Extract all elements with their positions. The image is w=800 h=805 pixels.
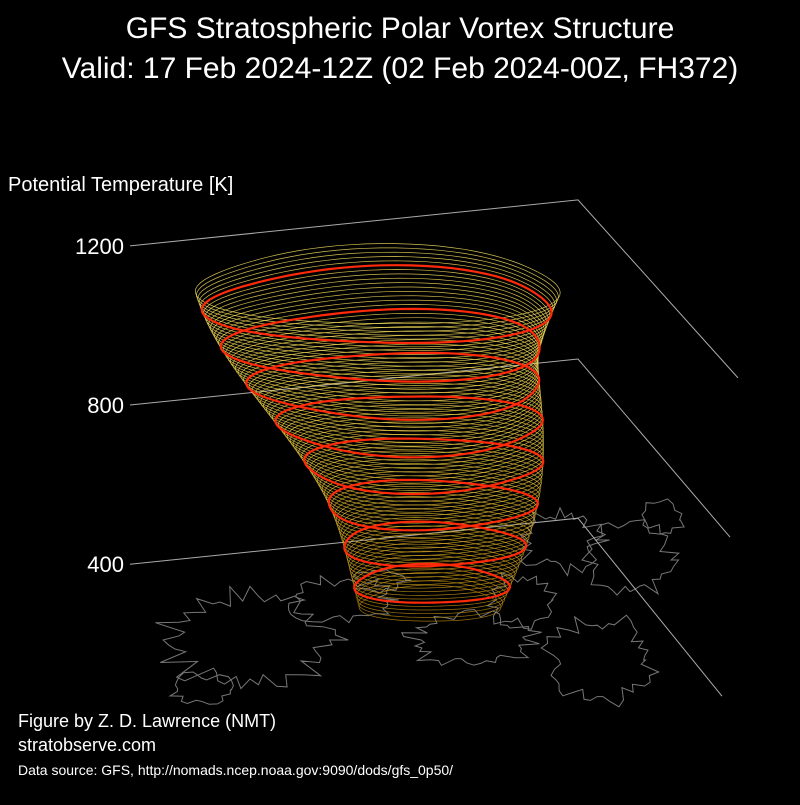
isosurface-contour: [214, 295, 543, 371]
isosurface-contour: [209, 286, 545, 363]
isosurface-contour: [254, 365, 541, 432]
isosurface-contour: [229, 326, 539, 398]
isosurface-contour: [342, 517, 528, 564]
vortex-isosurface: [194, 243, 561, 622]
isosurface-contour: [269, 387, 543, 451]
chart-subtitle: Valid: 17 Feb 2024-12Z (02 Feb 2024-00Z,…: [61, 52, 739, 85]
gridline-400: [129, 517, 723, 697]
credit-data-source: Data source: GFS, http://nomads.ncep.noa…: [18, 762, 454, 778]
isosurface-contour: [198, 256, 556, 336]
isosurface-contour: [194, 243, 561, 325]
gridline-1200: [129, 199, 739, 379]
coastline-segment: [155, 585, 349, 690]
isosurface-contour: [216, 299, 542, 375]
isosurface-contour: [197, 251, 557, 332]
coastline-segment: [540, 614, 660, 708]
highlight-contour-850: [274, 395, 544, 459]
highlight-contour-950: [245, 351, 541, 421]
credit-author: Figure by Z. D. Lawrence (NMT): [18, 711, 277, 731]
z-axis-label: Potential Temperature [K]: [8, 174, 234, 196]
isosurface-contour: [309, 446, 544, 502]
coastline-segment: [168, 671, 234, 705]
isosurface-contour: [218, 304, 541, 379]
isosurface-contour: [211, 291, 544, 367]
isosurface-contour: [349, 542, 519, 585]
isosurface-contour: [354, 567, 509, 607]
z-axis-ticks: 400 800 1200: [75, 234, 124, 577]
isosurface-contour: [272, 391, 543, 454]
isosurface-contour: [348, 538, 521, 582]
isosurface-contour: [334, 492, 536, 542]
credit-website: stratobserve.com: [18, 735, 157, 755]
isosurface-contour: [347, 533, 523, 578]
highlight-contour-1050: [219, 307, 541, 383]
isosurface-contour: [311, 450, 543, 506]
highlight-contour-750: [303, 437, 545, 496]
coastline-map: [155, 498, 685, 708]
isosurface-contour: [345, 525, 526, 571]
z-tick-label-1200: 1200: [75, 234, 124, 259]
coastline-segment: [486, 571, 558, 630]
isosurface-contour: [317, 458, 542, 513]
isosurface-contour: [263, 378, 542, 443]
axis-gridlines: [129, 199, 739, 697]
isosurface-contour: [204, 273, 549, 352]
isosurface-contour: [260, 374, 542, 440]
z-tick-label-400: 400: [87, 552, 124, 577]
isosurface-contour: [295, 425, 545, 484]
isosurface-contour: [232, 330, 539, 402]
highlight-contour-450: [353, 562, 512, 604]
coastline-segment: [581, 519, 681, 596]
coastline-segment: [641, 498, 685, 535]
isosurface-contour: [292, 421, 545, 480]
coastline-segment: [519, 506, 610, 577]
chart-title: GFS Stratospheric Polar Vortex Structure: [125, 12, 675, 45]
isosurface-contour: [298, 429, 544, 488]
z-tick-label-800: 800: [87, 393, 124, 418]
isosurface-contour: [350, 546, 518, 589]
highlight-contour-650: [327, 478, 539, 532]
isosurface-contour: [196, 247, 559, 328]
gridline-800: [129, 358, 731, 538]
coastline-segment: [400, 608, 542, 667]
highlight-contour-1150: [200, 264, 553, 345]
isosurface-contour: [257, 370, 542, 436]
isosurface-contour: [203, 269, 551, 348]
isosurface-contour: [200, 260, 554, 340]
isosurface-contour: [289, 417, 545, 477]
isosurface-contour: [280, 404, 544, 466]
